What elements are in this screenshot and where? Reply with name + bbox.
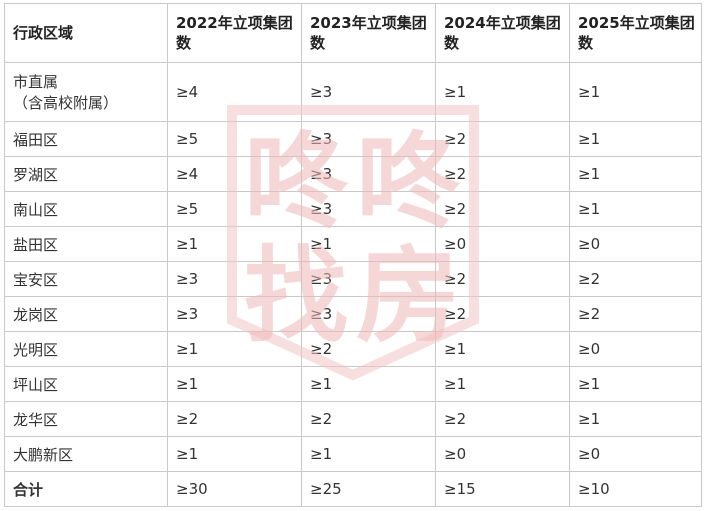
value-cell: ≥1 — [435, 366, 570, 402]
value-cell: ≥3 — [167, 261, 302, 297]
region-cell: 龙华区 — [4, 401, 168, 437]
value-cell: ≥1 — [569, 191, 702, 227]
value-cell: ≥1 — [569, 62, 702, 122]
value-cell: ≥1 — [167, 226, 302, 262]
region-cell: 南山区 — [4, 191, 168, 227]
table-row: 罗湖区 ≥4 ≥3 ≥2 ≥1 — [4, 156, 702, 192]
value-cell: ≥2 — [435, 401, 570, 437]
value-cell: ≥3 — [301, 261, 436, 297]
value-cell: ≥1 — [301, 366, 436, 402]
total-label: 合计 — [4, 471, 168, 507]
region-cell: 光明区 — [4, 331, 168, 367]
value-cell: ≥1 — [435, 331, 570, 367]
value-cell: ≥2 — [435, 296, 570, 332]
group-count-table: 行政区域 2022年立项集团数 2023年立项集团数 2024年立项集团数 20… — [4, 3, 702, 507]
value-cell: ≥1 — [569, 121, 702, 157]
value-cell: ≥5 — [167, 121, 302, 157]
value-cell: ≥1 — [301, 226, 436, 262]
value-cell: ≥2 — [301, 401, 436, 437]
table-row: 宝安区 ≥3 ≥3 ≥2 ≥2 — [4, 261, 702, 297]
value-cell: ≥1 — [301, 436, 436, 472]
value-cell: ≥2 — [435, 156, 570, 192]
value-cell: ≥1 — [569, 366, 702, 402]
region-note: （含高校附属） — [13, 94, 119, 112]
value-cell: ≥4 — [167, 156, 302, 192]
value-cell: ≥0 — [569, 436, 702, 472]
value-cell: ≥2 — [435, 121, 570, 157]
table-row: 南山区 ≥5 ≥3 ≥2 ≥1 — [4, 191, 702, 227]
value-cell: ≥1 — [167, 436, 302, 472]
value-cell: ≥5 — [167, 191, 302, 227]
region-cell: 盐田区 — [4, 226, 168, 262]
value-cell: ≥3 — [301, 121, 436, 157]
total-value: ≥30 — [167, 471, 302, 507]
region-cell: 坪山区 — [4, 366, 168, 402]
table-row: 福田区 ≥5 ≥3 ≥2 ≥1 — [4, 121, 702, 157]
value-cell: ≥1 — [435, 62, 570, 122]
table-row: 龙华区 ≥2 ≥2 ≥2 ≥1 — [4, 401, 702, 437]
total-value: ≥15 — [435, 471, 570, 507]
total-value: ≥10 — [569, 471, 702, 507]
total-row: 合计 ≥30 ≥25 ≥15 ≥10 — [4, 471, 702, 507]
value-cell: ≥0 — [569, 331, 702, 367]
total-value: ≥25 — [301, 471, 436, 507]
table-row: 盐田区 ≥1 ≥1 ≥0 ≥0 — [4, 226, 702, 262]
region-cell: 大鹏新区 — [4, 436, 168, 472]
value-cell: ≥2 — [569, 296, 702, 332]
region-cell: 罗湖区 — [4, 156, 168, 192]
table-row: 市直属 （含高校附属） ≥4 ≥3 ≥1 ≥1 — [4, 62, 702, 122]
value-cell: ≥4 — [167, 62, 302, 122]
header-2025: 2025年立项集团数 — [569, 3, 702, 63]
value-cell: ≥2 — [435, 191, 570, 227]
value-cell: ≥2 — [569, 261, 702, 297]
value-cell: ≥3 — [301, 191, 436, 227]
header-row: 行政区域 2022年立项集团数 2023年立项集团数 2024年立项集团数 20… — [4, 3, 702, 63]
region-cell: 市直属 （含高校附属） — [4, 62, 168, 122]
header-2023: 2023年立项集团数 — [301, 3, 436, 63]
table-row: 坪山区 ≥1 ≥1 ≥1 ≥1 — [4, 366, 702, 402]
region-cell: 宝安区 — [4, 261, 168, 297]
value-cell: ≥1 — [167, 331, 302, 367]
header-region: 行政区域 — [4, 3, 168, 63]
value-cell: ≥0 — [435, 436, 570, 472]
header-2024: 2024年立项集团数 — [435, 3, 570, 63]
region-cell: 福田区 — [4, 121, 168, 157]
value-cell: ≥3 — [301, 156, 436, 192]
header-2022: 2022年立项集团数 — [167, 3, 302, 63]
value-cell: ≥1 — [569, 156, 702, 192]
value-cell: ≥1 — [569, 401, 702, 437]
value-cell: ≥2 — [167, 401, 302, 437]
region-name: 市直属 — [13, 73, 59, 91]
value-cell: ≥1 — [167, 366, 302, 402]
value-cell: ≥3 — [167, 296, 302, 332]
value-cell: ≥0 — [569, 226, 702, 262]
table-row: 大鹏新区 ≥1 ≥1 ≥0 ≥0 — [4, 436, 702, 472]
value-cell: ≥3 — [301, 62, 436, 122]
table-row: 龙岗区 ≥3 ≥3 ≥2 ≥2 — [4, 296, 702, 332]
value-cell: ≥3 — [301, 296, 436, 332]
value-cell: ≥2 — [435, 261, 570, 297]
value-cell: ≥0 — [435, 226, 570, 262]
table-row: 光明区 ≥1 ≥2 ≥1 ≥0 — [4, 331, 702, 367]
region-cell: 龙岗区 — [4, 296, 168, 332]
value-cell: ≥2 — [301, 331, 436, 367]
